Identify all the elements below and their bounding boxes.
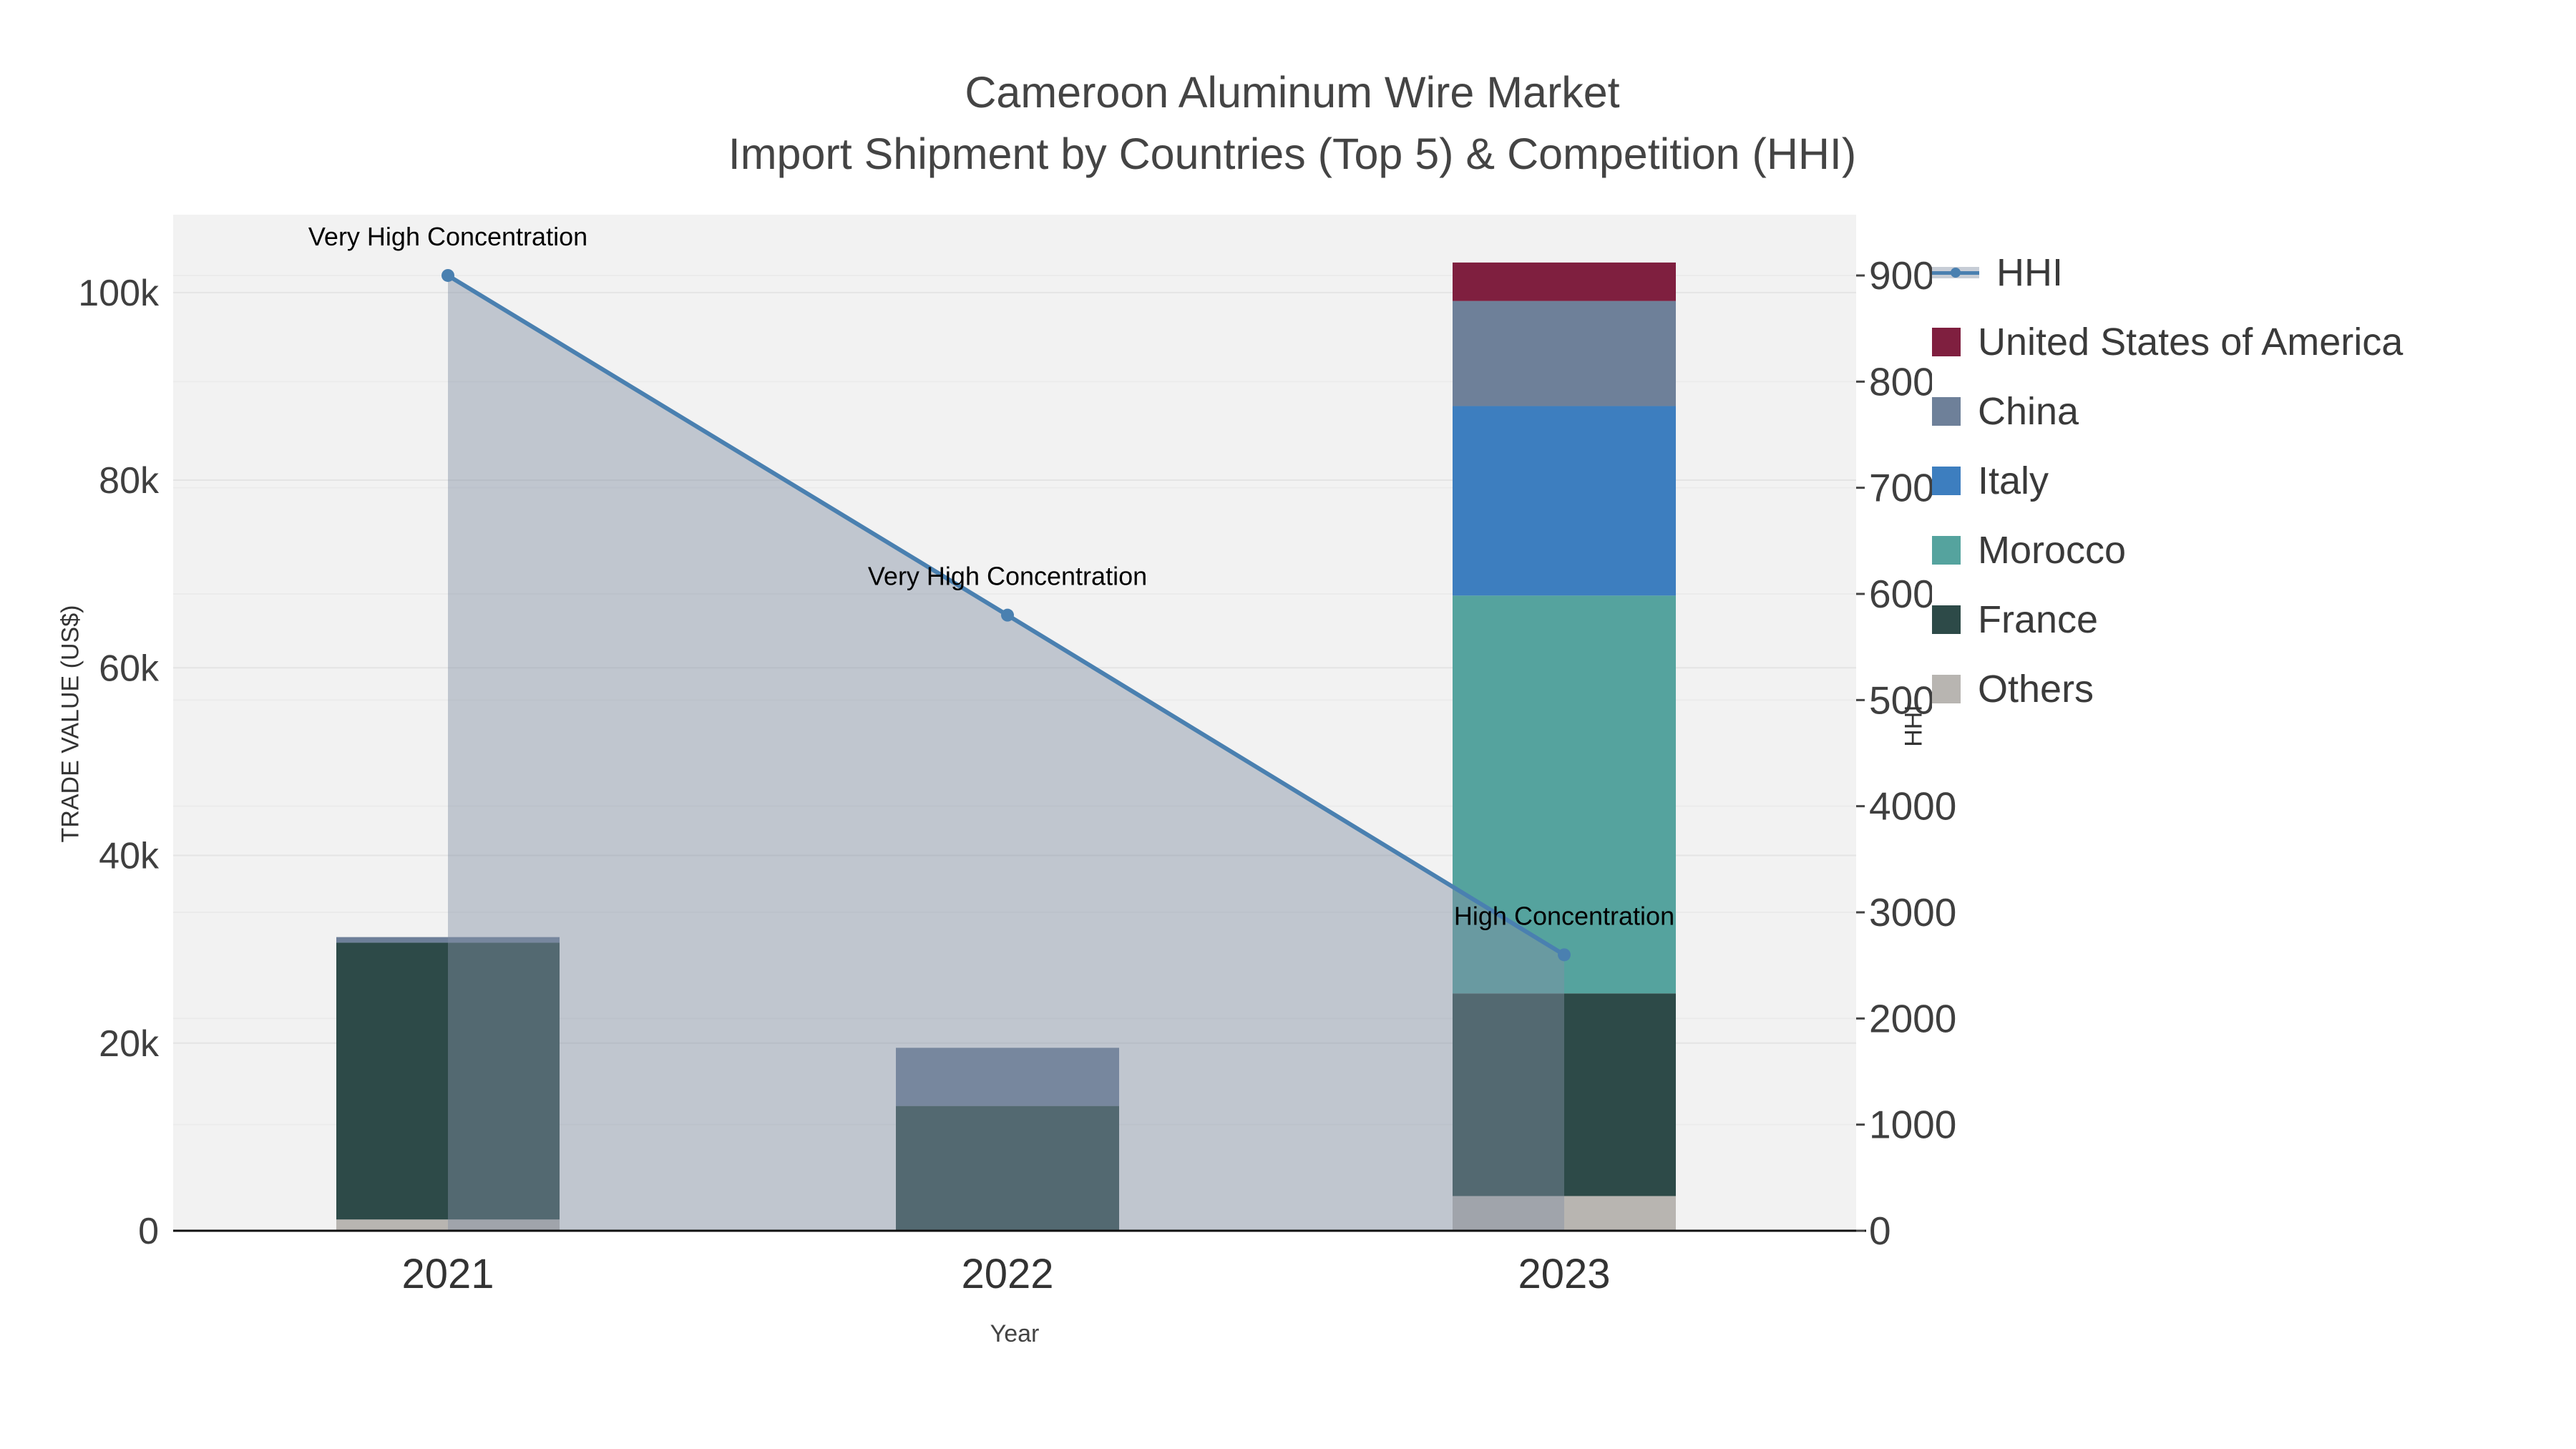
y-axis-label-right: HHI: [1900, 705, 1928, 747]
legend-item-italy[interactable]: Italy: [1932, 446, 2576, 515]
svg-text:2022: 2022: [961, 1251, 1053, 1297]
x-axis-label: Year: [990, 1320, 1040, 1347]
legend-item-united-states-of-america[interactable]: United States of America: [1932, 307, 2576, 376]
legend-item-hhi[interactable]: HHI: [1932, 238, 2576, 307]
legend-item-morocco[interactable]: Morocco: [1932, 515, 2576, 585]
left-axis-tick-labels: 0 20k 40k 60k 80k 100k: [78, 273, 160, 1252]
hhi-marker-2022: [1001, 608, 1014, 622]
legend-swatch-icon: [1932, 396, 1961, 426]
svg-text:2021: 2021: [401, 1251, 494, 1297]
legend-label: United States of America: [1978, 320, 2404, 364]
legend-item-france[interactable]: France: [1932, 585, 2576, 654]
legend-label: Others: [1978, 667, 2094, 711]
legend: HHI United States of America China Italy Mor…: [1932, 236, 2576, 725]
legend-label: France: [1978, 597, 2099, 641]
svg-text:60k: 60k: [99, 648, 160, 689]
hhi-marker-2023: [1558, 948, 1571, 962]
legend-swatch-icon: [1932, 605, 1961, 634]
bar-segment-2021-others: [336, 1219, 560, 1231]
legend-swatch-icon: [1932, 674, 1961, 703]
bar-segment-2023-italy: [1453, 406, 1676, 596]
bar-segment-2023-united-states-of-america: [1453, 262, 1676, 301]
hhi-marker-2021: [441, 268, 454, 282]
legend-label: Morocco: [1978, 528, 2127, 572]
legend-item-others[interactable]: Others: [1932, 654, 2576, 723]
annotation-2023: High Concentration: [1454, 901, 1674, 930]
annotation-2021: Very High Concentration: [308, 222, 587, 251]
annotation-2022: Very High Concentration: [868, 562, 1147, 591]
chart-title-line1: Cameroon Aluminum Wire Market: [965, 68, 1620, 117]
svg-text:4000: 4000: [1869, 784, 1956, 829]
legend-swatch-icon: [1932, 466, 1961, 495]
svg-text:20k: 20k: [99, 1023, 160, 1065]
legend-label: China: [1978, 389, 2079, 433]
bar-segment-2021-china: [336, 937, 560, 943]
bar-segment-2023-morocco: [1453, 595, 1676, 994]
svg-text:40k: 40k: [99, 836, 160, 877]
svg-text:2000: 2000: [1869, 996, 1956, 1040]
x-axis-tick-labels: 2021 2022 2023: [401, 1251, 1610, 1297]
hhi-area: [448, 275, 1564, 1231]
chart-title-line2: Import Shipment by Countries (Top 5) & C…: [728, 130, 1857, 178]
bar-segment-2022-china: [896, 1048, 1119, 1106]
y-axis-label-left: TRADE VALUE (US$): [57, 605, 84, 843]
bar-segment-2023-france: [1453, 993, 1676, 1196]
bar-segment-2023-others: [1453, 1196, 1676, 1231]
hhi-line-icon: [1932, 258, 1979, 287]
svg-text:80k: 80k: [99, 460, 160, 502]
svg-text:2023: 2023: [1518, 1251, 1610, 1297]
legend-swatch-icon: [1932, 535, 1961, 565]
bar-segment-2023-china: [1453, 301, 1676, 406]
legend-item-china[interactable]: China: [1932, 376, 2576, 446]
svg-text:0: 0: [138, 1211, 159, 1252]
svg-text:3000: 3000: [1869, 890, 1956, 935]
svg-text:1000: 1000: [1869, 1103, 1956, 1147]
stacked-bars: [336, 262, 1676, 1231]
legend-swatch-icon: [1932, 327, 1961, 356]
bar-segment-2021-france: [336, 942, 560, 1220]
svg-text:100k: 100k: [78, 273, 160, 314]
bar-segment-2022-france: [896, 1106, 1119, 1231]
legend-label: Italy: [1978, 459, 2049, 502]
svg-text:0: 0: [1869, 1209, 1891, 1253]
chart-title: Cameroon Aluminum Wire Market Import Shi…: [0, 62, 2576, 185]
legend-label: HHI: [1996, 250, 2063, 294]
